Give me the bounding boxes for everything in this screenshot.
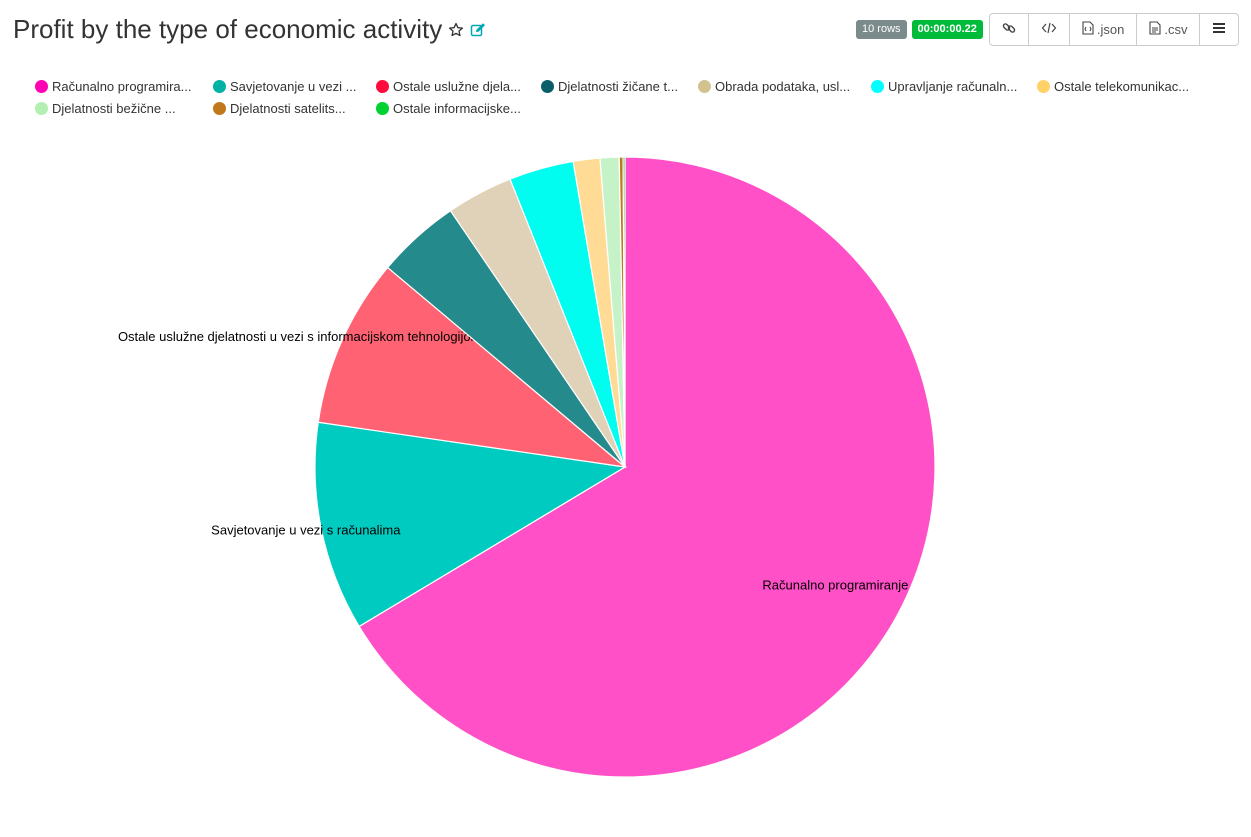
legend-item[interactable]: Ostale telekomunikac...	[1037, 79, 1189, 94]
legend-item[interactable]: Upravljanje računaln...	[871, 79, 1037, 94]
legend-item[interactable]: Djelatnosti žičane t...	[541, 79, 698, 94]
legend-swatch	[1037, 79, 1050, 93]
legend-label: Djelatnosti satelits...	[230, 100, 346, 116]
legend-swatch	[35, 79, 48, 93]
export-button-group: .json .csv	[988, 13, 1240, 46]
legend-swatch	[213, 101, 226, 115]
pie-slice[interactable]	[358, 156, 936, 778]
pie-slice[interactable]	[622, 156, 626, 468]
legend-swatch	[376, 79, 389, 93]
json-label: .json	[1096, 22, 1125, 37]
csv-file-icon	[1149, 21, 1161, 38]
legend-row: Računalno programira... Savjetovanje u v…	[35, 75, 1235, 97]
link-button[interactable]	[990, 14, 1028, 45]
slice-label: Ostale uslužne djelatnosti u vezi s info…	[118, 329, 556, 344]
edit-icon[interactable]	[470, 22, 487, 38]
hamburger-menu-icon	[1212, 22, 1226, 37]
title-actions	[448, 22, 487, 38]
legend-swatch	[871, 79, 884, 93]
json-file-icon	[1082, 21, 1094, 38]
csv-label: .csv	[1164, 22, 1188, 37]
legend-row: Djelatnosti bežične ... Djelatnosti sate…	[35, 97, 1235, 119]
link-icon	[1002, 21, 1016, 38]
pie-slice[interactable]	[314, 421, 627, 628]
query-time-badge: 00:00:00.22	[911, 20, 983, 39]
legend-item[interactable]: Računalno programira...	[35, 79, 213, 94]
legend-label: Upravljanje računaln...	[888, 78, 1018, 94]
legend-label: Djelatnosti bežične ...	[52, 100, 176, 116]
slice-label: Računalno programiranje	[762, 578, 908, 593]
legend-swatch	[213, 79, 226, 93]
legend-swatch	[698, 79, 711, 93]
export-csv-button[interactable]: .csv	[1136, 14, 1199, 45]
legend-label: Ostale uslužne djela...	[393, 78, 521, 94]
legend-item[interactable]: Ostale informacijske...	[376, 101, 521, 116]
chart-toolbar: 10 rows 00:00:00.22 .json .csv	[856, 13, 1240, 46]
menu-button[interactable]	[1199, 14, 1238, 45]
legend-item[interactable]: Obrada podataka, usl...	[698, 79, 871, 94]
legend-swatch	[35, 101, 48, 115]
legend-item[interactable]: Ostale uslužne djela...	[376, 79, 541, 94]
code-icon	[1041, 21, 1057, 38]
page-title: Profit by the type of economic activity	[13, 14, 443, 44]
export-json-button[interactable]: .json	[1068, 14, 1136, 45]
slice-label: Savjetovanje u vezi s računalima	[211, 522, 401, 537]
legend-label: Računalno programira...	[52, 78, 192, 94]
legend-label: Obrada podataka, usl...	[715, 78, 851, 94]
embed-code-button[interactable]	[1027, 14, 1069, 45]
pie-slice[interactable]	[317, 266, 628, 468]
chart-header: Profit by the type of economic activity	[13, 14, 487, 45]
legend-label: Ostale telekomunikac...	[1054, 78, 1190, 94]
chart-legend: Računalno programira... Savjetovanje u v…	[35, 75, 1235, 119]
legend-item[interactable]: Djelatnosti bežične ...	[35, 101, 213, 116]
legend-label: Ostale informacijske...	[393, 100, 521, 116]
legend-swatch	[376, 101, 389, 115]
legend-label: Savjetovanje u vezi ...	[230, 78, 357, 94]
row-count-badge: 10 rows	[856, 20, 907, 39]
star-icon[interactable]	[448, 22, 464, 38]
legend-label: Djelatnosti žičane t...	[558, 78, 678, 94]
legend-item[interactable]: Djelatnosti satelits...	[213, 101, 376, 116]
legend-swatch	[541, 79, 554, 93]
legend-item[interactable]: Savjetovanje u vezi ...	[213, 79, 376, 94]
